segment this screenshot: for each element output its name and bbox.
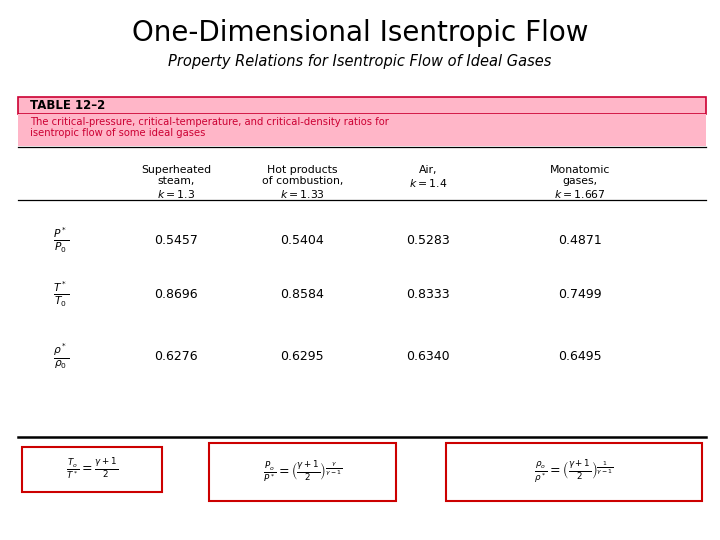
Text: Air,
$k = 1.4$: Air, $k = 1.4$: [409, 165, 448, 188]
FancyBboxPatch shape: [18, 97, 706, 114]
Text: 0.4871: 0.4871: [558, 234, 601, 247]
FancyBboxPatch shape: [22, 447, 162, 492]
Text: 0.5404: 0.5404: [281, 234, 324, 247]
Text: 0.6276: 0.6276: [155, 350, 198, 363]
FancyBboxPatch shape: [18, 114, 706, 146]
Text: $\frac{\rho_o}{\rho^*} = \left(\frac{\gamma + 1}{2}\right)^{\frac{1}{\gamma-1}}$: $\frac{\rho_o}{\rho^*} = \left(\frac{\ga…: [534, 458, 614, 485]
Text: The critical-pressure, critical-temperature, and critical-density ratios for
ise: The critical-pressure, critical-temperat…: [30, 117, 389, 138]
Text: Hot products
of combustion,
$k = 1.33$: Hot products of combustion, $k = 1.33$: [261, 165, 343, 200]
Text: $\frac{\rho^*}{\rho_0}$: $\frac{\rho^*}{\rho_0}$: [53, 342, 69, 371]
FancyBboxPatch shape: [209, 443, 396, 501]
Text: Monatomic
gases,
$k = 1.667$: Monatomic gases, $k = 1.667$: [549, 165, 610, 200]
Text: $\frac{T_o}{T^*} = \frac{\gamma + 1}{2}$: $\frac{T_o}{T^*} = \frac{\gamma + 1}{2}$: [66, 457, 118, 482]
FancyBboxPatch shape: [446, 443, 702, 501]
Text: One-Dimensional Isentropic Flow: One-Dimensional Isentropic Flow: [132, 19, 588, 47]
Text: 0.6295: 0.6295: [281, 350, 324, 363]
Text: $\frac{P^*}{P_0}$: $\frac{P^*}{P_0}$: [53, 226, 69, 255]
Text: $\frac{T^*}{T_0}$: $\frac{T^*}{T_0}$: [53, 280, 69, 309]
Text: 0.6340: 0.6340: [407, 350, 450, 363]
Text: 0.8584: 0.8584: [281, 288, 324, 301]
Text: 0.7499: 0.7499: [558, 288, 601, 301]
Text: $\frac{P_o}{P^*} = \left(\frac{\gamma + 1}{2}\right)^{\frac{\gamma}{\gamma-1}}$: $\frac{P_o}{P^*} = \left(\frac{\gamma + …: [263, 459, 342, 485]
Text: 0.5283: 0.5283: [407, 234, 450, 247]
Text: 0.8696: 0.8696: [155, 288, 198, 301]
Text: TABLE 12–2: TABLE 12–2: [30, 99, 106, 112]
Text: 0.5457: 0.5457: [155, 234, 198, 247]
Text: Property Relations for Isentropic Flow of Ideal Gases: Property Relations for Isentropic Flow o…: [168, 54, 552, 69]
Text: Superheated
steam,
$k = 1.3$: Superheated steam, $k = 1.3$: [141, 165, 212, 200]
Text: 0.8333: 0.8333: [407, 288, 450, 301]
Text: 0.6495: 0.6495: [558, 350, 601, 363]
